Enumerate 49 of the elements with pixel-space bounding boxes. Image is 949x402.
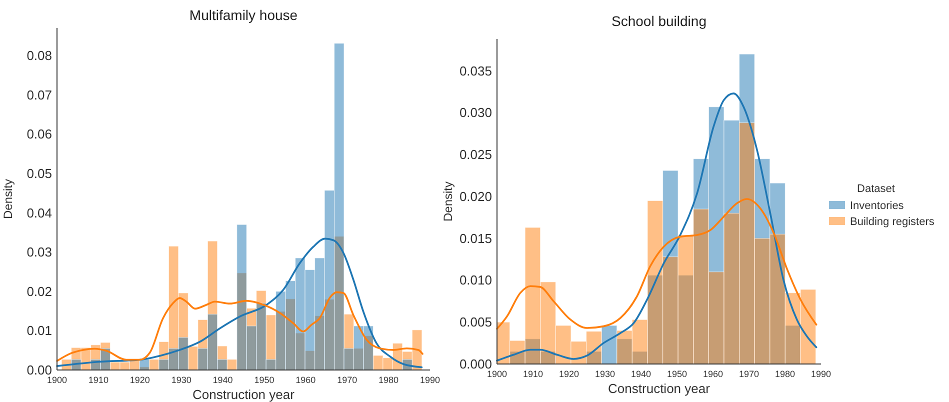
line-series — [496, 92, 818, 362]
y-tick-label: 0.010 — [459, 272, 492, 288]
x-tick-label: 1940 — [212, 375, 233, 385]
y-tick-label: 0.04 — [26, 205, 52, 220]
y-tick-label: 0.00 — [26, 362, 52, 378]
y-axis-title: Density — [441, 181, 455, 222]
legend-label: Building registers — [850, 216, 935, 228]
y-tick-label: 0.035 — [459, 63, 492, 78]
line-series — [496, 198, 818, 330]
y-tick-label: 0.015 — [459, 230, 492, 246]
legend-title: Dataset — [857, 183, 895, 195]
legend-label: Inventories — [850, 200, 904, 212]
chart-title: Multifamily house — [189, 7, 298, 23]
y-tick-label: 0.03 — [26, 244, 52, 260]
chart-title: School building — [612, 13, 706, 29]
y-axis-title: Density — [1, 178, 15, 220]
x-tick-label: 1980 — [378, 375, 399, 385]
x-tick-label: 1920 — [558, 369, 580, 379]
x-tick-label: 1950 — [666, 369, 688, 379]
x-axis-title: Construction year — [192, 387, 296, 402]
x-tick-label: 1930 — [171, 375, 192, 385]
y-tick-label: 0.07 — [26, 87, 52, 102]
x-tick-label: 1960 — [702, 369, 724, 379]
x-tick-label: 1970 — [738, 369, 760, 379]
x-tick-label: 1930 — [594, 369, 616, 379]
y-tick-label: 0.005 — [459, 314, 492, 330]
y-tick-label: 0.08 — [26, 48, 52, 64]
y-tick-label: 0.06 — [26, 126, 52, 142]
line-series — [56, 238, 423, 368]
x-tick-label: 1990 — [420, 375, 440, 385]
y-tick-label: 0.025 — [459, 147, 492, 162]
x-tick-label: 1900 — [486, 369, 508, 379]
y-tick-label: 0.05 — [26, 166, 52, 181]
y-tick-label: 0.000 — [459, 356, 492, 372]
x-tick-label: 1980 — [774, 369, 796, 379]
x-tick-label: 1960 — [296, 375, 316, 385]
x-axis-title: Construction year — [608, 381, 711, 396]
x-tick-label: 1920 — [130, 375, 150, 385]
x-tick-label: 1910 — [522, 369, 544, 379]
x-tick-label: 1940 — [630, 369, 652, 379]
y-tick-label: 0.030 — [459, 105, 492, 120]
x-tick-label: 1900 — [46, 375, 68, 385]
x-tick-label: 1950 — [254, 375, 274, 385]
y-tick-label: 0.01 — [26, 323, 52, 338]
x-tick-label: 1970 — [337, 375, 358, 385]
x-tick-label: 1990 — [810, 369, 832, 379]
x-tick-label: 1910 — [88, 375, 108, 385]
y-tick-label: 0.02 — [26, 284, 52, 299]
y-tick-label: 0.020 — [459, 188, 492, 204]
